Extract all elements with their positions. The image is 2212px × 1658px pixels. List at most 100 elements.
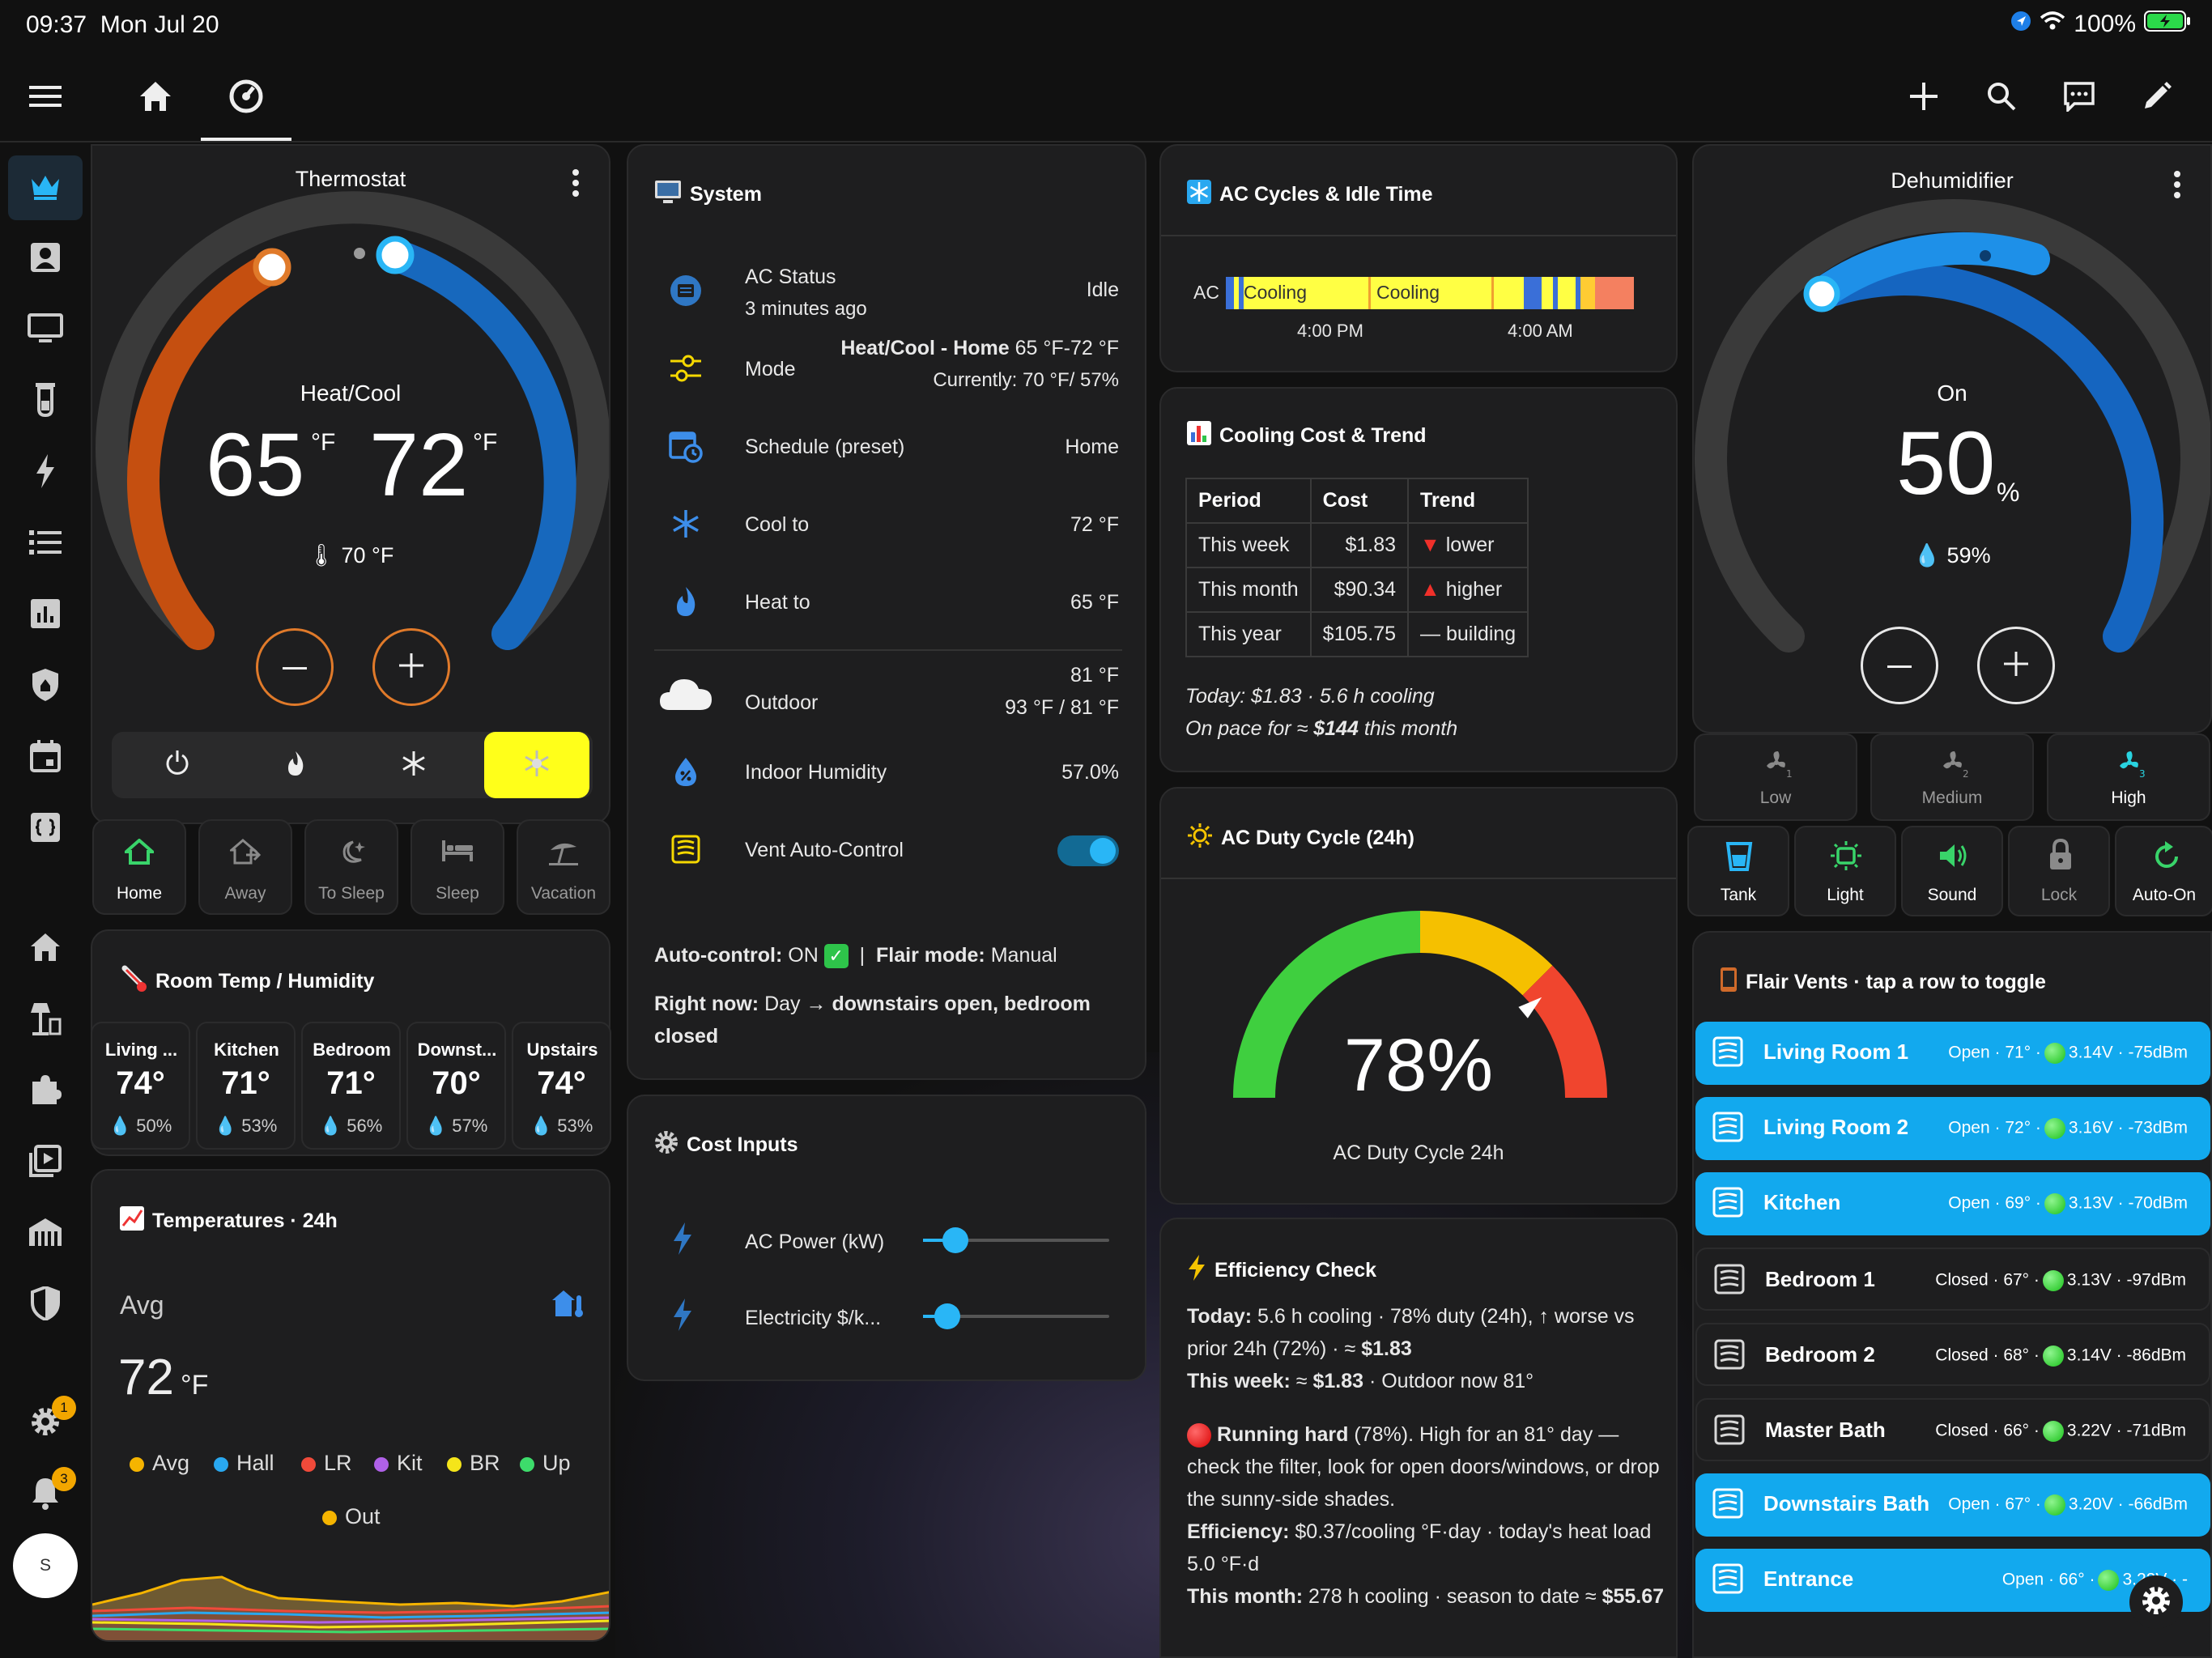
- vent-row[interactable]: Bedroom 2 Closed · 68° · 3.14V · -86dBm: [1695, 1323, 2210, 1386]
- cool-to-row[interactable]: Cool to 72 °F: [628, 487, 1145, 560]
- ac-status-row[interactable]: AC Status 3 minutes ago Idle: [628, 254, 1145, 327]
- feature-lock[interactable]: Lock: [2008, 826, 2110, 916]
- heat-handle[interactable]: [253, 248, 291, 287]
- room-tile-kitchen[interactable]: Kitchen 71° 💧 53%: [196, 1022, 296, 1150]
- room-tile-bedroom[interactable]: Bedroom 71° 💧 56%: [301, 1022, 401, 1150]
- ac-timeline[interactable]: Cooling Cooling: [1226, 277, 1634, 309]
- legend-lr[interactable]: LR: [301, 1451, 352, 1476]
- outdoor-row[interactable]: Outdoor 81 °F 93 °F / 81 °F: [628, 657, 1145, 730]
- sidebar-item-energy-dashboard[interactable]: [8, 1201, 83, 1266]
- floating-settings-button[interactable]: [2129, 1575, 2183, 1629]
- humidity-dial[interactable]: [1694, 146, 2212, 733]
- room-tile-upstairs[interactable]: Upstairs 74° 💧 53%: [512, 1022, 611, 1150]
- more-icon[interactable]: [572, 168, 580, 202]
- sidebar-item-addons[interactable]: [8, 1059, 83, 1124]
- sidebar-item-media[interactable]: [8, 298, 83, 363]
- increase-button[interactable]: [372, 628, 450, 706]
- sidebar-item-security[interactable]: [8, 654, 83, 719]
- sidebar-item-media-library[interactable]: [8, 1130, 83, 1195]
- humidity-decrease-button[interactable]: [1861, 627, 1938, 704]
- divider: [654, 649, 1122, 651]
- fan-low-button[interactable]: 1 Low: [1694, 733, 1857, 821]
- preset-away[interactable]: Away: [198, 819, 292, 915]
- bar-chart-icon: [30, 598, 61, 633]
- vent-row[interactable]: Living Room 2 Open · 72° · 3.16V · -73dBm: [1695, 1097, 2210, 1160]
- vent-auto-control-row[interactable]: Vent Auto-Control: [628, 813, 1145, 886]
- home-tab-icon[interactable]: [123, 64, 188, 129]
- assist-icon[interactable]: [2047, 64, 2112, 129]
- vent-row[interactable]: Downstairs Bath Open · 67° · 3.20V · -66dB…: [1695, 1473, 2210, 1537]
- feature-sound[interactable]: Sound: [1901, 826, 2003, 916]
- vent-auto-toggle[interactable]: [1057, 835, 1119, 866]
- sidebar-item-notifications[interactable]: 3: [8, 1462, 83, 1527]
- fan-speed-3-icon: 3: [2118, 750, 2147, 783]
- sidebar-item-developer[interactable]: [8, 797, 83, 861]
- vent-row[interactable]: Bedroom 1 Closed · 67° · 3.13V · -97dBm: [1695, 1248, 2210, 1311]
- feature-auto-on[interactable]: Auto-On: [2115, 826, 2212, 916]
- thermostat-dial[interactable]: [92, 146, 610, 824]
- mode-row[interactable]: Mode Heat/Cool - Home 65 °F-72 °F Curren…: [628, 332, 1145, 405]
- schedule-row[interactable]: Schedule (preset) Home: [628, 410, 1145, 483]
- sidebar-item-home[interactable]: [8, 916, 83, 981]
- sidebar-item-logbook[interactable]: [8, 512, 83, 576]
- legend-out[interactable]: Out: [322, 1504, 381, 1529]
- refresh-icon: [2152, 840, 2181, 875]
- sidebar-item-settings[interactable]: 1: [8, 1391, 83, 1456]
- cool-handle[interactable]: [376, 236, 415, 274]
- feature-tank[interactable]: Tank: [1687, 826, 1789, 916]
- legend-up[interactable]: Up: [520, 1451, 571, 1476]
- vent-name: Living Room 2: [1763, 1115, 1909, 1139]
- vent-row[interactable]: Living Room 1 Open · 71° · 3.14V · -75dBm: [1695, 1022, 2210, 1085]
- sidebar-item-overview[interactable]: [8, 155, 83, 220]
- search-icon[interactable]: [1969, 64, 2034, 129]
- preset-home[interactable]: Home: [92, 819, 186, 915]
- preset-to-sleep[interactable]: To Sleep: [304, 819, 398, 915]
- person-card-icon: [29, 241, 62, 278]
- room-tile-living[interactable]: Living ... 74° 💧 50%: [91, 1022, 190, 1150]
- mode-cool-button[interactable]: [361, 732, 466, 798]
- mode-heat-cool-button[interactable]: [484, 732, 589, 798]
- online-dot-icon: [2042, 1421, 2064, 1442]
- more-icon[interactable]: [2173, 170, 2181, 203]
- feature-light[interactable]: Light: [1794, 826, 1896, 916]
- legend-hall[interactable]: Hall: [214, 1451, 274, 1476]
- edit-icon[interactable]: [2125, 64, 2189, 129]
- electricity-price-slider[interactable]: [923, 1303, 1109, 1329]
- decrease-button[interactable]: [256, 628, 334, 706]
- legend-br[interactable]: BR: [447, 1451, 500, 1476]
- fan-medium-button[interactable]: 2 Medium: [1870, 733, 2034, 821]
- preset-sleep[interactable]: Sleep: [410, 819, 504, 915]
- dashboard-tab-icon[interactable]: [214, 64, 279, 129]
- sidebar-item-admin[interactable]: [8, 1273, 83, 1337]
- mode-heat-button[interactable]: [243, 732, 348, 798]
- duty-gauge: [1233, 911, 1607, 1099]
- legend-kit[interactable]: Kit: [374, 1451, 423, 1476]
- humidity-increase-button[interactable]: [1977, 627, 2055, 704]
- mode-off-button[interactable]: [125, 732, 230, 798]
- vent-row[interactable]: Kitchen Open · 69° · 3.13V · -70dBm: [1695, 1172, 2210, 1235]
- sidebar-item-people[interactable]: [8, 227, 83, 291]
- vent-name: Downstairs Bath: [1763, 1491, 1930, 1516]
- sidebar-item-calendar[interactable]: [8, 725, 83, 790]
- add-icon[interactable]: [1891, 64, 1956, 129]
- user-avatar[interactable]: S: [13, 1533, 78, 1598]
- dehumidifier-title: Dehumidifier: [1891, 168, 2014, 193]
- fan-high-button[interactable]: 3 High: [2047, 733, 2210, 821]
- humidity-handle[interactable]: [1803, 275, 1840, 312]
- heat-to-row[interactable]: Heat to 65 °F: [628, 565, 1145, 638]
- sidebar-item-history[interactable]: [8, 583, 83, 648]
- menu-icon[interactable]: [13, 64, 78, 129]
- room-tile-downstairs[interactable]: Downst... 70° 💧 57%: [406, 1022, 506, 1150]
- ac-power-slider[interactable]: [923, 1227, 1109, 1253]
- heat-unit: °F: [311, 429, 336, 456]
- sidebar-item-lab[interactable]: [8, 369, 83, 434]
- preset-vacation[interactable]: Vacation: [517, 819, 610, 915]
- legend-avg[interactable]: Avg: [130, 1451, 189, 1476]
- vent-row[interactable]: Master Bath Closed · 66° · 3.22V · -71dBm: [1695, 1398, 2210, 1461]
- sidebar-item-energy[interactable]: [8, 440, 83, 505]
- gear-icon: [654, 1130, 678, 1160]
- efficiency-ratio: Efficiency: $0.37/cooling °F·day · today…: [1187, 1520, 1652, 1575]
- sidebar-item-lights[interactable]: [8, 988, 83, 1052]
- humidity-row[interactable]: Indoor Humidity 57.0%: [628, 735, 1145, 808]
